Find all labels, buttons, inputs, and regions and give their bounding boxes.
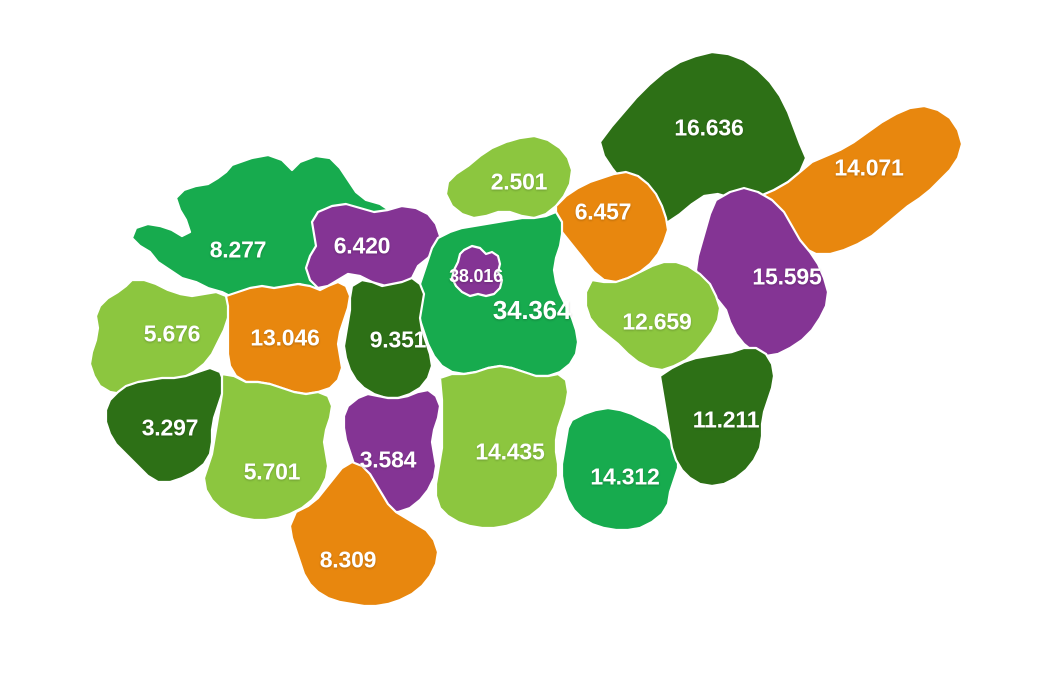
map-region-komarom-esztergom[interactable] [304, 202, 442, 290]
map-region-baranya[interactable] [288, 460, 440, 608]
map-region-szabolcs-szatmar-bereg[interactable] [758, 104, 964, 256]
map-region-somogy[interactable] [202, 372, 334, 522]
map-region-budapest[interactable] [450, 244, 504, 298]
map-region-pest[interactable] [416, 210, 580, 378]
map-region-csongrad-csanad[interactable] [560, 406, 680, 532]
map-region-jasz-nagykun-szolnok[interactable] [584, 260, 722, 372]
map-region-zala[interactable] [104, 366, 226, 484]
map-region-heves[interactable] [554, 170, 670, 284]
map-region-bekes[interactable] [658, 346, 776, 488]
map-region-fejer[interactable] [342, 276, 434, 400]
map-region-veszprem[interactable] [224, 280, 352, 396]
map-region-nograd[interactable] [444, 134, 574, 220]
regions-group [88, 50, 964, 608]
map-region-bacs-kiskun[interactable] [434, 364, 570, 530]
